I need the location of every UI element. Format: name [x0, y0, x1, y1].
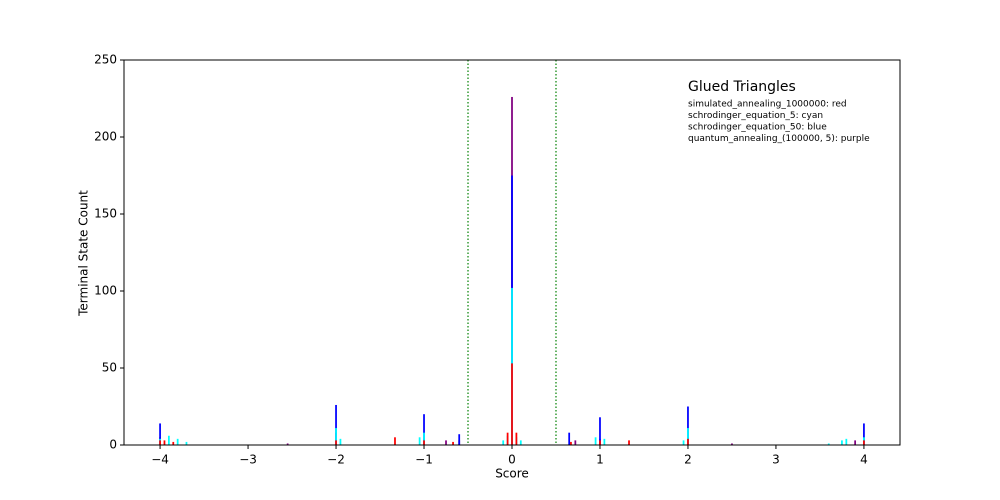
- bar: [172, 441, 175, 445]
- bar: [682, 440, 685, 445]
- bar: [423, 432, 425, 445]
- bar: [731, 443, 733, 445]
- y-tick-label: 50: [102, 361, 117, 375]
- bar: [458, 434, 461, 445]
- bar: [445, 440, 447, 445]
- x-tick-label: 0: [508, 453, 516, 467]
- bar: [159, 423, 161, 445]
- bar: [452, 441, 454, 445]
- bar: [687, 406, 689, 445]
- y-tick-label: 250: [94, 53, 117, 67]
- bar: [515, 432, 518, 445]
- bar: [423, 414, 425, 445]
- bar: [176, 438, 179, 445]
- bar: [687, 438, 689, 445]
- bar: [335, 440, 337, 445]
- x-axis-label: Score: [495, 467, 529, 481]
- legend-entry: schrodinger_equation_5: cyan: [688, 111, 823, 121]
- x-tick-label: −2: [327, 453, 345, 467]
- bar: [163, 440, 166, 445]
- x-tick-label: 3: [772, 453, 780, 467]
- x-tick-label: −1: [415, 453, 433, 467]
- bar: [687, 428, 689, 445]
- x-tick-label: 2: [684, 453, 692, 467]
- bar: [502, 440, 505, 445]
- bar: [506, 432, 509, 445]
- bar: [863, 440, 865, 445]
- bar: [827, 443, 830, 445]
- bar: [511, 363, 513, 445]
- bar: [394, 437, 396, 445]
- bar: [423, 440, 425, 445]
- legend-entry: quantum_annealing_(100000, 5): purple: [688, 134, 870, 144]
- bar: [335, 404, 337, 445]
- bar: [335, 428, 337, 445]
- y-tick-label: 100: [94, 284, 117, 298]
- chart-title: Glued Triangles: [688, 79, 796, 95]
- bar: [628, 440, 630, 445]
- x-tick-label: 4: [860, 453, 868, 467]
- bar: [167, 435, 170, 445]
- bar: [854, 440, 857, 445]
- bar: [594, 437, 597, 445]
- bar: [599, 417, 601, 445]
- legend-entry: simulated_annealing_1000000: red: [688, 100, 847, 110]
- bar: [574, 440, 577, 445]
- bar: [845, 438, 848, 445]
- bar: [185, 441, 188, 445]
- x-tick-label: 1: [596, 453, 604, 467]
- bar: [159, 440, 161, 445]
- y-tick-label: 150: [94, 207, 117, 221]
- bar: [841, 440, 843, 445]
- legend-entry: schrodinger_equation_50: blue: [688, 123, 827, 133]
- bar: [519, 440, 522, 445]
- plot-frame: [123, 59, 901, 446]
- bar: [286, 443, 289, 445]
- y-tick-label: 200: [94, 130, 117, 144]
- bar: [599, 440, 601, 445]
- y-axis-label: Terminal State Count: [77, 190, 91, 317]
- bar: [339, 438, 342, 445]
- bar: [603, 438, 606, 445]
- bar: [418, 437, 421, 445]
- x-tick-label: −4: [151, 453, 169, 467]
- bar: [568, 432, 571, 445]
- bar: [570, 441, 572, 445]
- x-tick-label: −3: [239, 453, 257, 467]
- bar: [863, 423, 865, 445]
- y-tick-label: 0: [109, 438, 117, 452]
